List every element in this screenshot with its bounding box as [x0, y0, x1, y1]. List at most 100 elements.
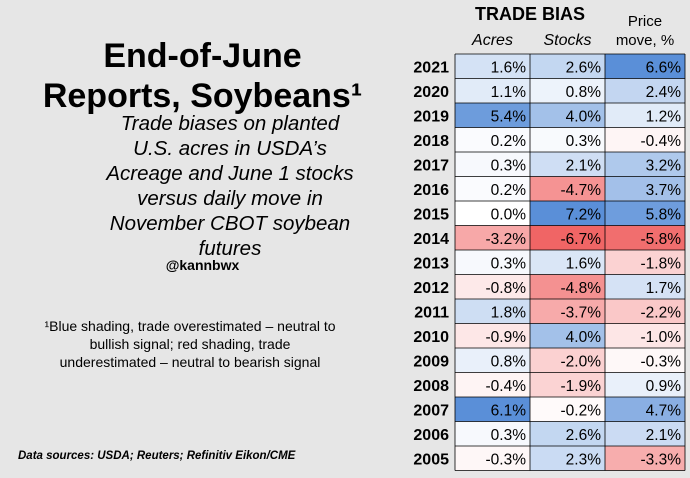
cell-value-price: 2.4%	[646, 84, 682, 101]
cell-value-stocks: -6.7%	[561, 231, 602, 248]
cell-price	[605, 446, 685, 471]
cell-value-acres: -0.9%	[486, 329, 527, 346]
cell-stocks	[530, 348, 605, 373]
cell-value-stocks: 1.6%	[566, 255, 602, 272]
cell-price	[605, 78, 685, 103]
cell-acres	[455, 127, 530, 152]
cell-stocks	[530, 54, 605, 79]
cell-value-price: -5.8%	[641, 231, 682, 248]
year-label: 2005	[413, 451, 449, 468]
cell-stocks	[530, 250, 605, 275]
cell-price	[605, 421, 685, 446]
cell-value-acres: 1.1%	[491, 84, 527, 101]
cell-acres	[455, 201, 530, 226]
cell-value-price: 6.6%	[646, 59, 682, 76]
cell-acres	[455, 397, 530, 422]
cell-value-stocks: 7.2%	[566, 206, 602, 223]
cell-stocks	[530, 127, 605, 152]
cell-value-stocks: -4.7%	[561, 182, 602, 199]
cell-value-acres: 0.8%	[491, 353, 527, 370]
cell-value-acres: 0.0%	[491, 206, 527, 223]
cell-value-price: 1.7%	[646, 280, 682, 297]
year-label: 2015	[413, 206, 449, 223]
cell-stocks	[530, 446, 605, 471]
cell-stocks	[530, 78, 605, 103]
year-label: 2013	[413, 255, 449, 272]
cell-value-stocks: -3.7%	[561, 304, 602, 321]
cell-acres	[455, 176, 530, 201]
cell-price	[605, 250, 685, 275]
cell-acres	[455, 348, 530, 373]
cell-value-stocks: -2.0%	[561, 353, 602, 370]
cell-price	[605, 176, 685, 201]
cell-price	[605, 152, 685, 177]
cell-stocks	[530, 274, 605, 299]
cell-price	[605, 348, 685, 373]
cell-value-stocks: -4.8%	[561, 280, 602, 297]
cell-stocks	[530, 299, 605, 324]
column-header-stocks: Stocks	[543, 32, 592, 49]
year-label: 2010	[413, 329, 449, 346]
cell-stocks	[530, 225, 605, 250]
cell-value-stocks: 0.8%	[566, 84, 602, 101]
subtitle: Trade biases on planted U.S. acres in US…	[106, 112, 354, 260]
year-label: 2006	[413, 427, 449, 444]
cell-acres	[455, 250, 530, 275]
page-title: End-of-June Reports, Soybeans¹	[10, 36, 395, 116]
cell-value-acres: -0.3%	[486, 451, 527, 468]
cell-value-price: 3.7%	[646, 182, 682, 199]
cell-price	[605, 274, 685, 299]
cell-value-price: 3.2%	[646, 157, 682, 174]
year-label: 2014	[413, 231, 449, 248]
cell-value-stocks: -1.9%	[561, 378, 602, 395]
cell-stocks	[530, 372, 605, 397]
cell-price	[605, 397, 685, 422]
footnote: ¹Blue shading, trade overestimated – neu…	[44, 318, 336, 370]
column-header-price: Price move, %	[605, 12, 685, 50]
year-label: 2011	[414, 304, 449, 321]
left-panel: End-of-June Reports, Soybeans¹ Trade bia…	[10, 36, 395, 462]
title-line-1: End-of-June	[103, 37, 302, 75]
cell-value-stocks: 2.6%	[566, 427, 602, 444]
column-header-price-line-1: Price	[627, 13, 663, 30]
cell-acres	[455, 78, 530, 103]
cell-value-acres: 1.8%	[491, 304, 527, 321]
column-header-price-line-2: move, %	[615, 32, 675, 49]
cell-value-acres: 1.6%	[491, 59, 527, 76]
cell-value-price: -1.0%	[641, 329, 682, 346]
cell-value-acres: 0.2%	[491, 133, 527, 150]
cell-value-stocks: 0.3%	[566, 133, 602, 150]
cell-acres	[455, 54, 530, 79]
author-handle: @kannbwx	[165, 257, 240, 273]
cell-value-acres: 0.3%	[491, 427, 527, 444]
cell-price	[605, 54, 685, 79]
cell-value-acres: 0.2%	[491, 182, 527, 199]
year-label: 2021	[413, 59, 449, 76]
cell-price	[605, 103, 685, 128]
cell-value-stocks: 4.0%	[566, 108, 602, 125]
cell-acres	[455, 274, 530, 299]
cell-price	[605, 201, 685, 226]
cell-acres	[455, 446, 530, 471]
cell-value-acres: 0.3%	[491, 157, 527, 174]
cell-stocks	[530, 397, 605, 422]
cell-value-price: 2.1%	[646, 427, 682, 444]
year-label: 2019	[413, 108, 449, 125]
cell-value-stocks: 2.1%	[566, 157, 602, 174]
cell-price	[605, 372, 685, 397]
year-label: 2012	[413, 280, 449, 297]
year-label: 2020	[413, 84, 449, 101]
cell-value-price: 4.7%	[646, 402, 682, 419]
year-label: 2016	[413, 182, 449, 199]
cell-value-acres: -0.8%	[486, 280, 527, 297]
cell-value-acres: 5.4%	[491, 108, 527, 125]
title-line-2: Reports, Soybeans¹	[42, 77, 363, 115]
year-label: 2007	[413, 402, 449, 419]
cell-value-acres: 0.3%	[491, 255, 527, 272]
cell-price	[605, 127, 685, 152]
year-label: 2018	[413, 133, 449, 150]
cell-value-acres: 6.1%	[491, 402, 527, 419]
cell-price	[605, 323, 685, 348]
year-label: 2017	[413, 157, 449, 174]
